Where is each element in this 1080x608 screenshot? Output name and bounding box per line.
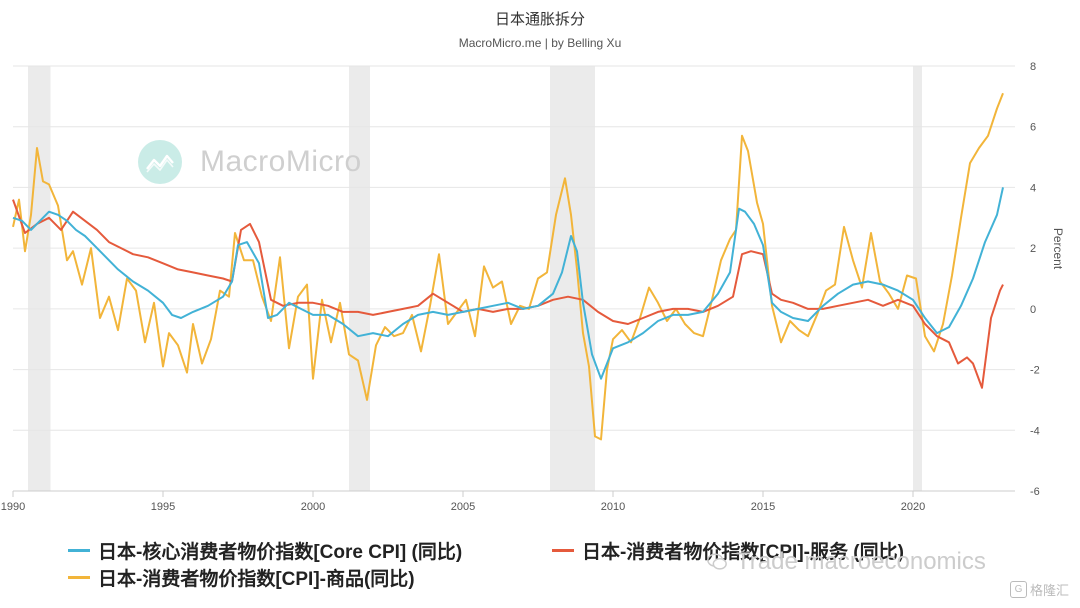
recession-band-0 bbox=[28, 66, 51, 491]
y-tick-label-0: 0 bbox=[1030, 304, 1036, 316]
y-tick-label-2: 2 bbox=[1030, 243, 1036, 255]
x-tick-label-2010: 2010 bbox=[601, 501, 625, 513]
y-tick-label-8: 8 bbox=[1030, 61, 1036, 73]
legend-item-core-cpi[interactable]: 日本-核心消费者物价指数[Core CPI] (同比) bbox=[68, 537, 462, 564]
gelonghui-text: 格隆汇 bbox=[1030, 583, 1070, 598]
legend-swatch-goods-cpi bbox=[68, 576, 90, 579]
legend-label-services-cpi: 日本-消费者物价指数[CPI]-服务 (同比) bbox=[582, 542, 904, 563]
legend-swatch-services-cpi bbox=[552, 549, 574, 552]
x-tick-label-1990: 1990 bbox=[1, 501, 25, 513]
recession-band-2 bbox=[550, 66, 595, 491]
x-tick-label-2005: 2005 bbox=[451, 501, 475, 513]
legend-item-goods-cpi[interactable]: 日本-消费者物价指数[CPI]-商品(同比) bbox=[68, 564, 415, 591]
chart-legend: 日本-核心消费者物价指数[Core CPI] (同比) 日本-消费者物价指数[C… bbox=[0, 534, 1080, 594]
series-line-0 bbox=[12, 187, 1004, 380]
y-tick-label-6: 6 bbox=[1030, 122, 1036, 134]
x-tick-label-2000: 2000 bbox=[301, 501, 325, 513]
legend-item-services-cpi[interactable]: 日本-消费者物价指数[CPI]-服务 (同比) bbox=[552, 537, 904, 564]
wechat-watermark: Trade macroeconomics bbox=[706, 548, 986, 576]
chart-subtitle: MacroMicro.me | by Belling Xu bbox=[458, 36, 622, 50]
y-tick-label--2: -2 bbox=[1030, 365, 1040, 377]
legend-label-goods-cpi: 日本-消费者物价指数[CPI]-商品(同比) bbox=[98, 569, 415, 590]
gelonghui-logo-icon: G bbox=[1010, 581, 1027, 598]
macromicro-logo-icon bbox=[138, 140, 182, 184]
chart-title: 日本通胀拆分 bbox=[494, 11, 585, 28]
series-line-2 bbox=[12, 92, 1004, 441]
recession-band-1 bbox=[349, 66, 370, 491]
y-axis-title: Percent bbox=[1051, 228, 1065, 270]
macromicro-watermark-text: MacroMicro bbox=[200, 145, 362, 178]
y-tick-label-4: 4 bbox=[1030, 182, 1036, 194]
y-tick-label--6: -6 bbox=[1030, 486, 1040, 498]
y-tick-label--4: -4 bbox=[1030, 425, 1040, 437]
x-tick-label-2020: 2020 bbox=[901, 501, 925, 513]
recession-band-3 bbox=[913, 66, 922, 491]
x-tick-label-2015: 2015 bbox=[751, 501, 775, 513]
wechat-icon bbox=[707, 553, 727, 570]
legend-label-core-cpi: 日本-核心消费者物价指数[Core CPI] (同比) bbox=[98, 542, 463, 563]
wechat-watermark-text: Trade macroeconomics bbox=[736, 548, 986, 575]
legend-swatch-core-cpi bbox=[68, 549, 90, 552]
macromicro-watermark: MacroMicro bbox=[138, 140, 362, 184]
x-tick-label-1995: 1995 bbox=[151, 501, 175, 513]
gelonghui-watermark: G 格隆汇 bbox=[1010, 580, 1069, 599]
